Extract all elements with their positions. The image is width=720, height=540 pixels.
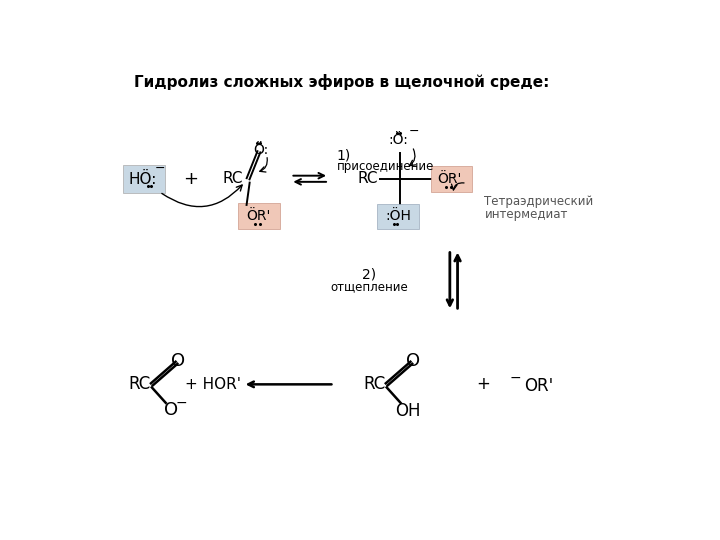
Text: интермедиат: интермедиат (485, 208, 568, 221)
Text: + HOR': + HOR' (186, 377, 241, 392)
Text: ÖR': ÖR' (438, 172, 462, 186)
Text: ÖR': ÖR' (247, 209, 271, 222)
Text: RC: RC (358, 171, 378, 186)
Text: −: − (175, 396, 187, 410)
Text: RC: RC (128, 375, 150, 393)
FancyBboxPatch shape (238, 202, 279, 229)
Text: HÖ:: HÖ: (128, 172, 157, 187)
Text: −: − (154, 161, 165, 174)
Text: Тетраэдрический: Тетраэдрический (485, 195, 594, 208)
Text: O: O (406, 352, 420, 370)
Text: присоединение: присоединение (337, 160, 434, 173)
Text: O: O (171, 352, 185, 370)
Text: OH: OH (395, 402, 421, 420)
Text: 1): 1) (337, 148, 351, 163)
FancyBboxPatch shape (431, 166, 472, 192)
Text: OR': OR' (525, 377, 554, 395)
Text: :ÖH: :ÖH (385, 209, 411, 222)
Text: −: − (510, 371, 521, 385)
Text: RC: RC (222, 171, 243, 186)
FancyBboxPatch shape (123, 165, 165, 193)
Text: :Ö:: :Ö: (388, 133, 408, 147)
Text: −: − (408, 125, 419, 138)
Text: 2): 2) (362, 267, 376, 281)
Text: O: O (164, 401, 178, 418)
FancyBboxPatch shape (377, 204, 419, 229)
Text: +: + (476, 375, 490, 393)
Text: RC: RC (364, 375, 385, 393)
Text: +: + (183, 170, 198, 188)
Text: отщепление: отщепление (330, 280, 408, 293)
Text: Ö:: Ö: (253, 143, 268, 157)
Text: Гидролиз сложных эфиров в щелочной среде:: Гидролиз сложных эфиров в щелочной среде… (134, 74, 549, 90)
